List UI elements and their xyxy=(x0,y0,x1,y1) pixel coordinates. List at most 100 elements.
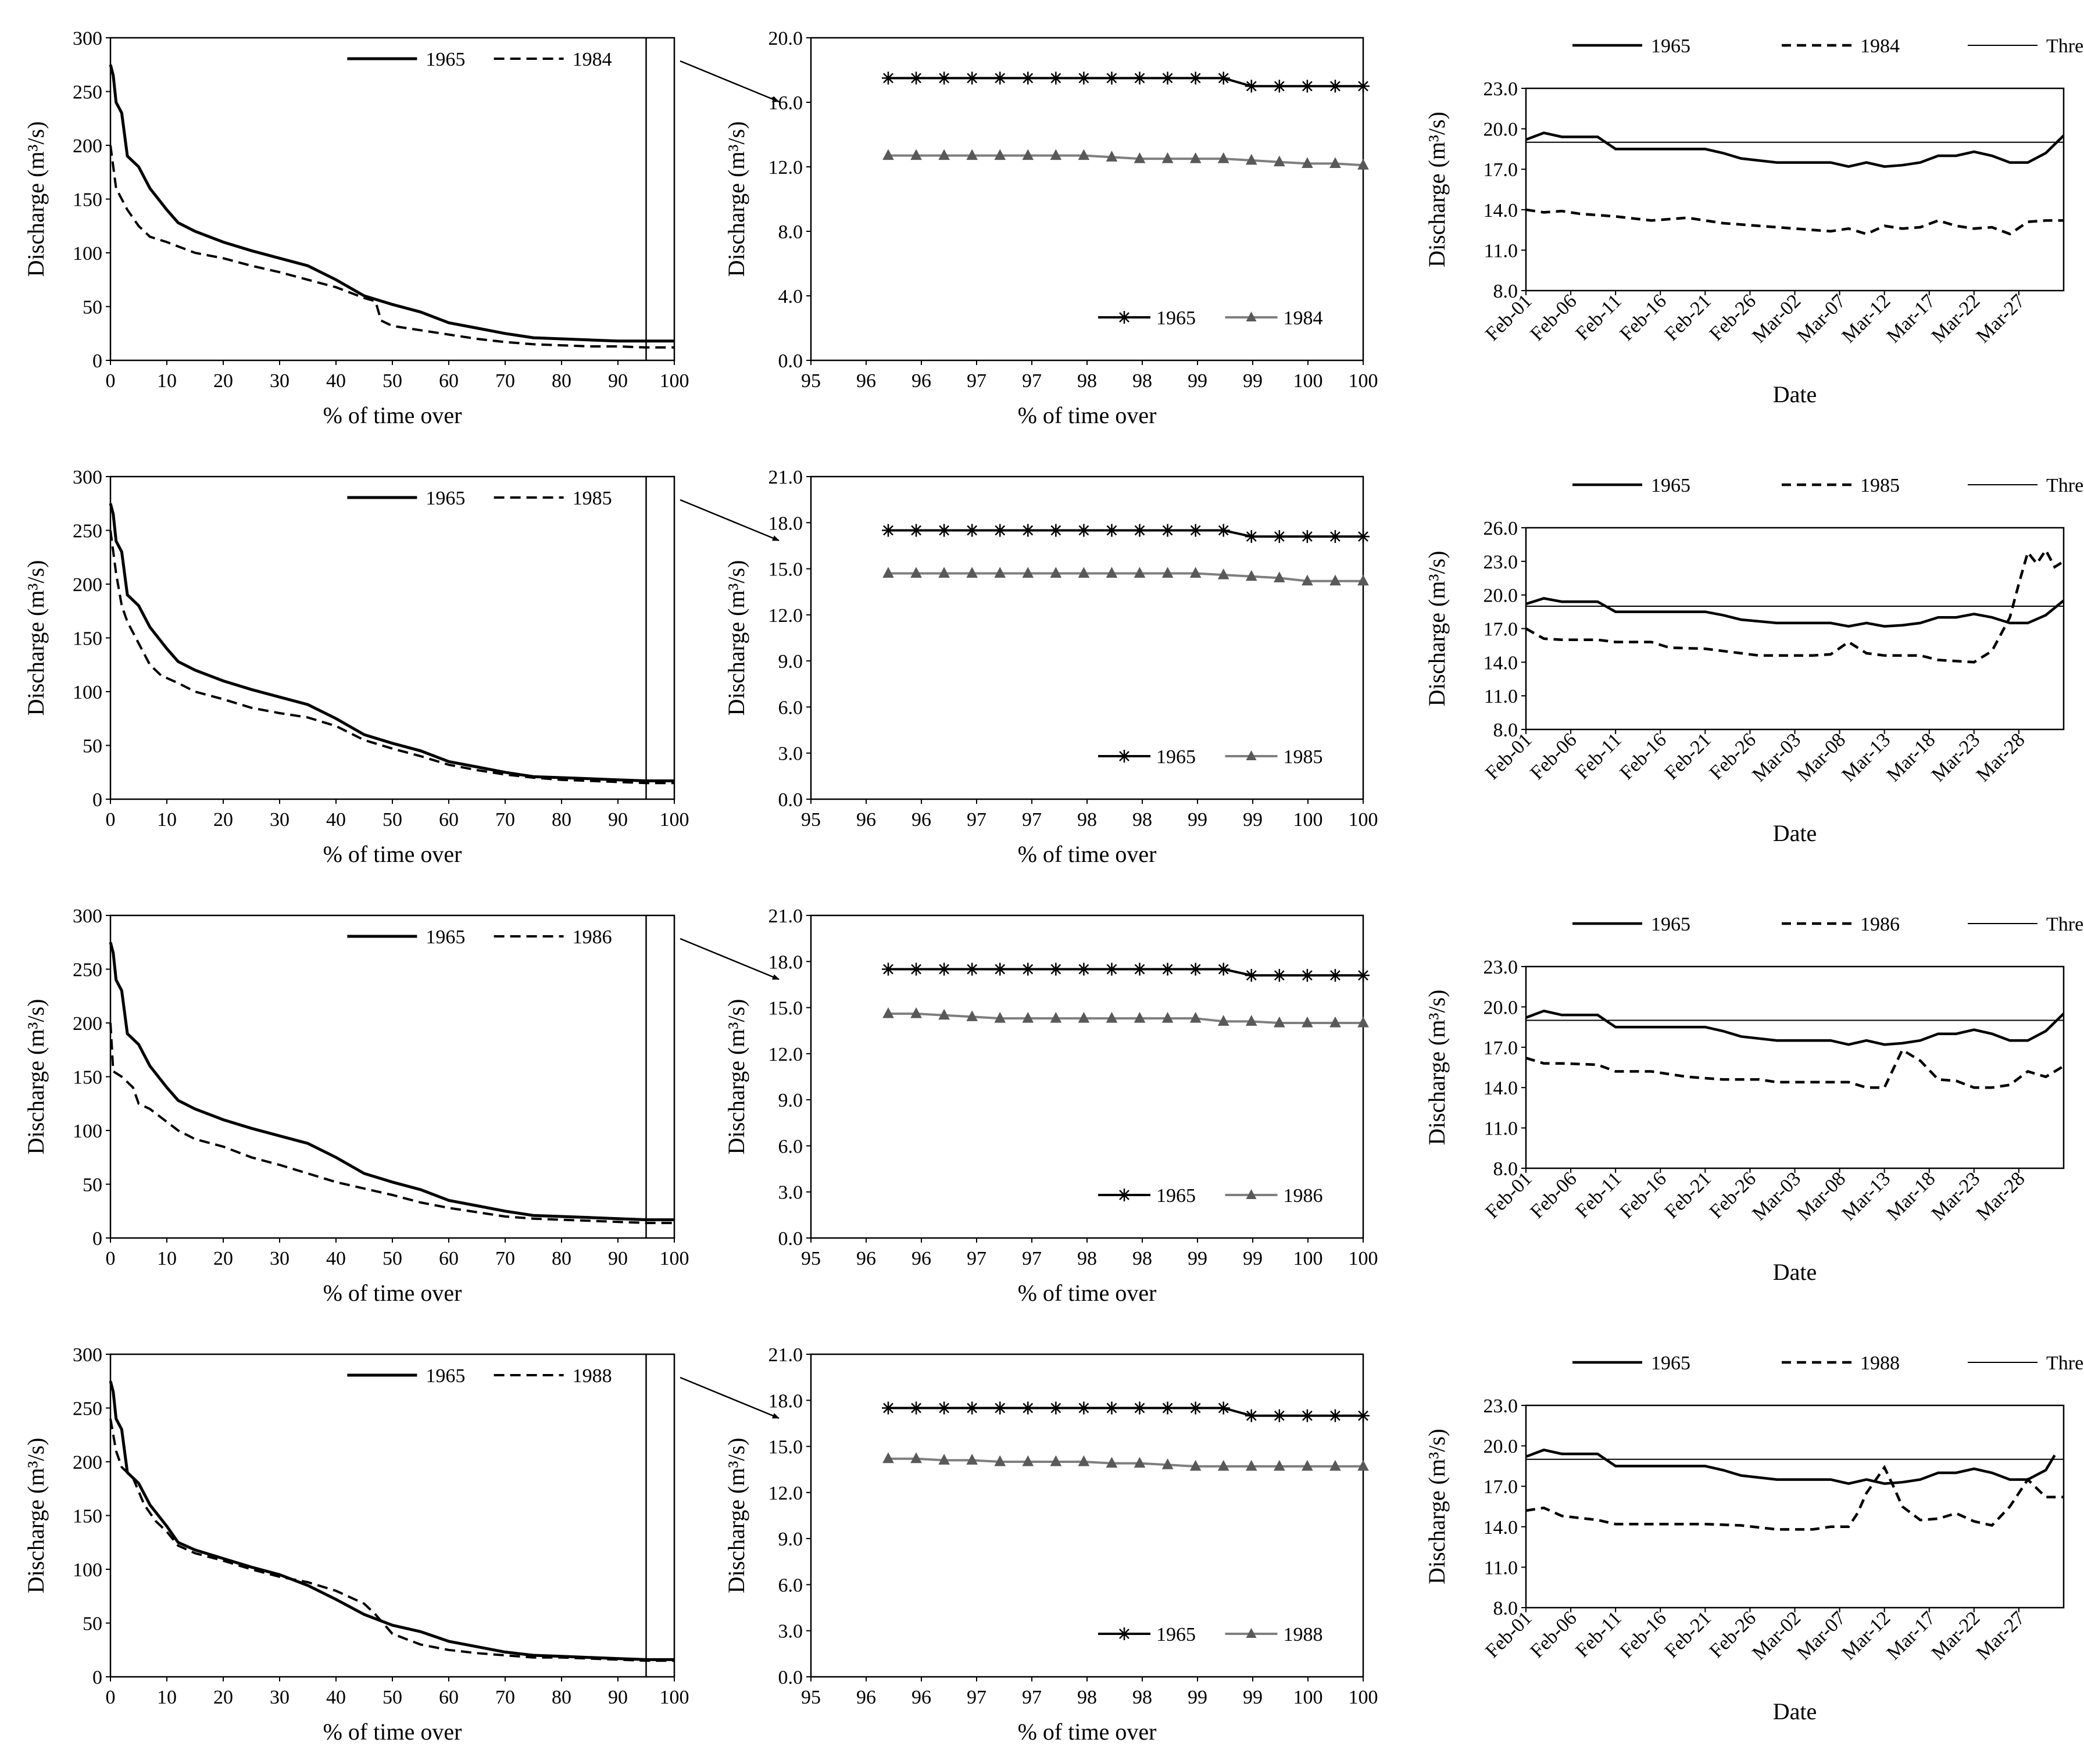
legend-label-1985: 1985 xyxy=(573,488,612,509)
x-tick-label: 99 xyxy=(1243,809,1263,831)
data-point-1986 xyxy=(882,1007,894,1018)
data-point-1965 xyxy=(1217,962,1230,976)
series-line-1988 xyxy=(888,1457,1363,1468)
data-point-1986 xyxy=(1134,1012,1146,1023)
date-tick-label: Mar-03 xyxy=(1748,729,1805,786)
plot-frame xyxy=(1525,527,2065,731)
x-tick-label: 98 xyxy=(1132,809,1152,831)
y-tick-label: 11.0 xyxy=(1484,1557,1518,1579)
data-point-1984 xyxy=(1329,157,1341,168)
date-tick-label: Mar-22 xyxy=(1928,1607,1985,1664)
y-tick-label: 300 xyxy=(73,467,102,488)
y-tick-label: 8.0 xyxy=(1493,1598,1518,1619)
date-tick-label: Feb-21 xyxy=(1661,1168,1715,1222)
x-tick-label: 97 xyxy=(1022,370,1042,392)
data-point-1988 xyxy=(882,1452,894,1464)
x-tick-label: 95 xyxy=(801,1687,821,1708)
date-tick-label: Feb-06 xyxy=(1526,290,1581,345)
x-axis-title: % of time over xyxy=(1018,841,1157,867)
x-tick-label: 90 xyxy=(608,370,628,392)
data-point-1984 xyxy=(1245,153,1257,165)
date-tick-label: Feb-16 xyxy=(1616,1607,1671,1662)
plot-frame xyxy=(810,475,1364,800)
date-tick-label: Feb-06 xyxy=(1526,729,1581,783)
data-point-1985 xyxy=(994,567,1006,578)
x-tick-label: 40 xyxy=(326,1687,346,1708)
data-point-1965 xyxy=(1300,80,1314,93)
series-line-1985 xyxy=(1525,548,2065,664)
series-line-1965 xyxy=(1525,597,2065,628)
x-tick-label: 95 xyxy=(801,1248,821,1269)
x-tick-label: 96 xyxy=(856,370,876,392)
y-tick-label: 200 xyxy=(73,574,102,596)
legend-marker-1965 xyxy=(1118,311,1131,324)
y-tick-label: 12.0 xyxy=(768,157,803,178)
y-tick-label: 14.0 xyxy=(1484,1078,1518,1099)
y-tick-label: 11.0 xyxy=(1484,686,1518,707)
data-point-1986 xyxy=(1050,1012,1062,1023)
y-tick-label: 11.0 xyxy=(1484,1118,1518,1140)
data-point-1965 xyxy=(966,1401,979,1415)
data-point-1984 xyxy=(1189,152,1202,163)
zoom-arrow xyxy=(680,938,780,981)
data-point-1984 xyxy=(1217,152,1229,163)
legend-label-1965: 1965 xyxy=(1651,35,1690,57)
x-tick-label: 95 xyxy=(801,370,821,392)
y-tick-label: 18.0 xyxy=(768,1390,803,1412)
x-tick-label: 80 xyxy=(552,1248,571,1269)
data-point-1965 xyxy=(1133,524,1146,537)
y-tick-label: 250 xyxy=(73,521,102,542)
y-axis-title: Discharge (m³/s) xyxy=(23,560,49,716)
data-point-1986 xyxy=(1302,1016,1313,1028)
x-tick-label: 60 xyxy=(439,370,459,392)
chart-daily-row2: 8.0 11.0 14.0 17.0 20.0 23.0 26.0 Discharge (m³… xyxy=(1424,475,2084,846)
x-axis-title: Date xyxy=(1773,820,1817,846)
data-point-1965 xyxy=(1049,962,1063,976)
y-tick-label: 20.0 xyxy=(1484,585,1518,607)
series-line-1984 xyxy=(109,145,674,349)
data-point-1984 xyxy=(1134,152,1146,163)
data-point-1965 xyxy=(910,71,923,85)
data-point-1965 xyxy=(1300,530,1314,543)
data-point-1985 xyxy=(966,567,978,578)
y-tick-label: 0.0 xyxy=(778,1667,803,1688)
date-tick-label: Mar-28 xyxy=(1972,729,2029,786)
data-point-1988 xyxy=(1022,1455,1034,1466)
series-line-1985 xyxy=(888,572,1363,582)
x-tick-label: 100 xyxy=(660,1248,689,1269)
legend-marker-1986 xyxy=(1246,1189,1257,1199)
data-point-1985 xyxy=(1161,567,1174,578)
data-point-1965 xyxy=(1272,1409,1286,1422)
x-tick-label: 97 xyxy=(1022,1687,1042,1708)
y-axis-title: Discharge (m³/s) xyxy=(1424,1429,1450,1584)
data-point-1988 xyxy=(1134,1457,1146,1468)
data-point-1985 xyxy=(1134,567,1146,578)
y-tick-label: 150 xyxy=(73,189,102,211)
y-tick-label: 200 xyxy=(73,1452,102,1473)
data-point-1985 xyxy=(1078,567,1090,578)
legend-label-1988: 1988 xyxy=(1284,1624,1323,1645)
date-tick-label: Feb-26 xyxy=(1706,729,1760,783)
date-tick-label: Feb-16 xyxy=(1616,1168,1671,1222)
y-tick-label: 0.0 xyxy=(778,1228,803,1250)
x-tick-label: 10 xyxy=(157,370,177,392)
x-tick-label: 98 xyxy=(1132,370,1152,392)
x-tick-label: 30 xyxy=(270,809,289,831)
data-point-1965 xyxy=(1049,71,1063,85)
x-tick-label: 0 xyxy=(106,809,116,831)
data-point-1985 xyxy=(1106,567,1118,578)
data-point-1986 xyxy=(910,1007,922,1018)
legend-label-1986: 1986 xyxy=(1860,914,1900,935)
x-tick-label: 0 xyxy=(106,370,116,392)
data-point-1965 xyxy=(1161,1401,1174,1415)
data-point-1965 xyxy=(1189,1401,1202,1415)
data-point-1965 xyxy=(1049,524,1063,537)
x-tick-label: 60 xyxy=(439,809,459,831)
data-point-1984 xyxy=(1106,151,1118,162)
date-tick-label: Mar-27 xyxy=(1972,1607,2029,1664)
date-tick-label: Mar-18 xyxy=(1883,1168,1940,1225)
x-tick-label: 70 xyxy=(495,1248,515,1269)
data-point-1965 xyxy=(1077,962,1091,976)
date-tick-label: Mar-18 xyxy=(1883,729,1940,786)
y-tick-label: 9.0 xyxy=(778,1090,803,1111)
